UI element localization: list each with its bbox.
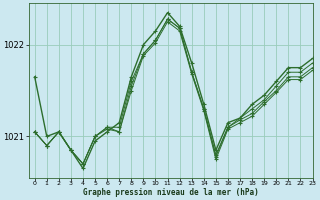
X-axis label: Graphe pression niveau de la mer (hPa): Graphe pression niveau de la mer (hPa) [83,188,259,197]
